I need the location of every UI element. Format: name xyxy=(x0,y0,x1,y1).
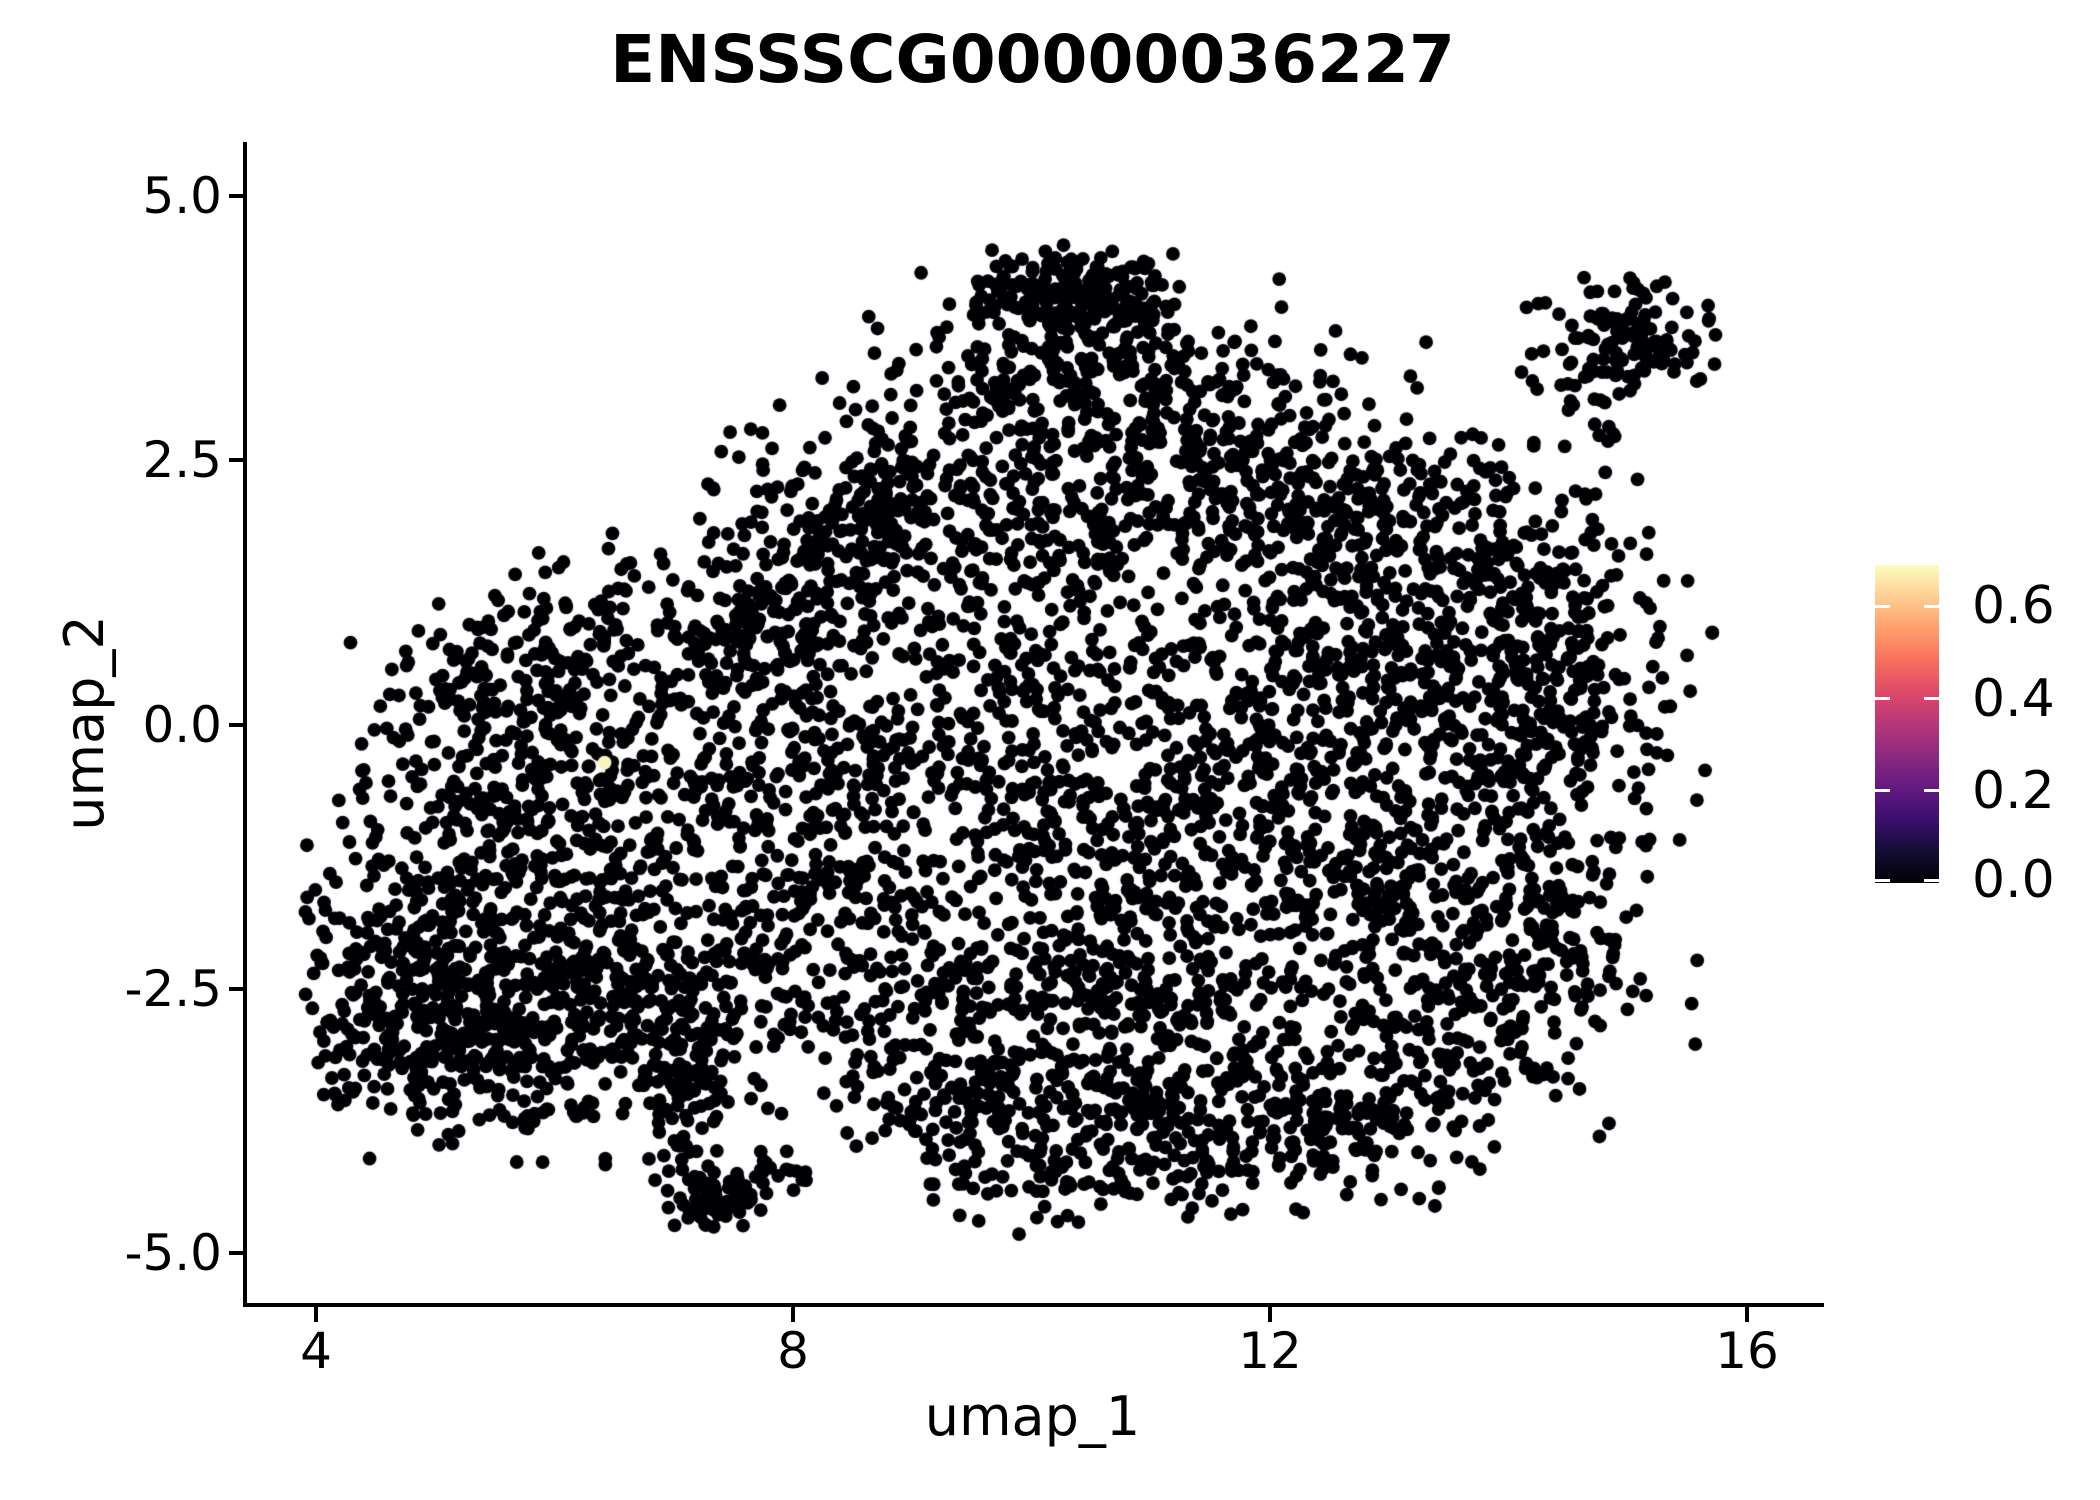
colorbar-tick-mark-right xyxy=(1924,789,1939,793)
colorbar-tick-label: 0.0 xyxy=(1972,850,2055,910)
plot-title: ENSSSCG00000036227 xyxy=(610,21,1455,98)
y-axis-line xyxy=(243,142,247,1307)
x-tick-label: 12 xyxy=(1238,1322,1302,1380)
x-tick-label: 8 xyxy=(777,1322,809,1380)
x-tick-label: 16 xyxy=(1715,1322,1779,1380)
y-tick-label: 5.0 xyxy=(142,167,222,225)
y-tick-mark xyxy=(229,458,244,463)
x-tick-mark xyxy=(1268,1307,1272,1322)
colorbar-tick-mark-left xyxy=(1875,878,1890,882)
y-axis-title: umap_2 xyxy=(53,615,116,831)
x-axis-title: umap_1 xyxy=(924,1385,1141,1448)
x-tick-mark xyxy=(1745,1307,1749,1322)
colorbar-tick-label: 0.4 xyxy=(1972,668,2055,729)
y-tick-mark xyxy=(229,194,244,198)
colorbar-tick-label: 0.2 xyxy=(1972,760,2055,821)
colorbar-tick-mark-left xyxy=(1875,697,1890,701)
colorbar-tick-mark-right xyxy=(1924,604,1939,608)
y-tick-label: -2.5 xyxy=(124,959,222,1018)
y-tick-mark xyxy=(229,1251,244,1255)
y-tick-mark xyxy=(229,986,244,991)
x-tick-label: 4 xyxy=(300,1322,332,1380)
colorbar-tick-mark-left xyxy=(1875,789,1890,793)
y-tick-label: 0.0 xyxy=(142,695,222,754)
x-axis-line xyxy=(243,1303,1824,1307)
y-tick-label: -5.0 xyxy=(124,1224,222,1282)
x-tick-mark xyxy=(314,1307,318,1322)
colorbar-gradient xyxy=(1875,565,1939,883)
x-tick-mark xyxy=(791,1307,795,1322)
colorbar-tick-label: 0.6 xyxy=(1972,576,2055,637)
colorbar-tick-mark-right xyxy=(1924,697,1939,701)
y-tick-label: 2.5 xyxy=(142,431,222,490)
colorbar-tick-mark-right xyxy=(1924,878,1939,882)
y-tick-mark xyxy=(229,722,244,727)
colorbar-tick-mark-left xyxy=(1875,604,1890,608)
